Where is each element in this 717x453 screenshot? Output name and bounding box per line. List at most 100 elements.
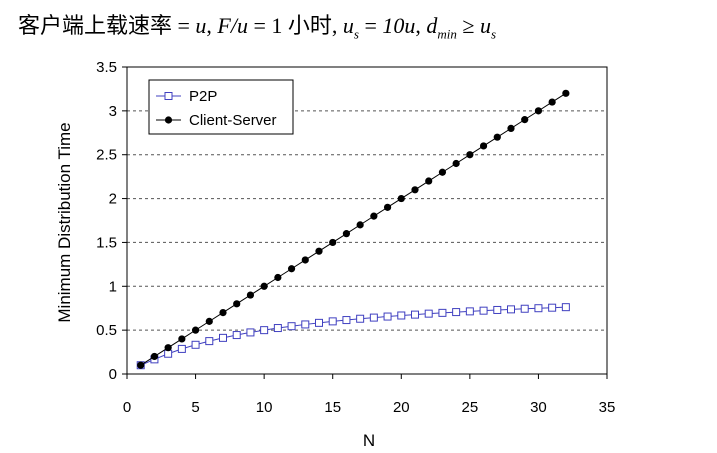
p2p-point bbox=[177, 344, 186, 353]
client-server-point bbox=[287, 265, 296, 273]
y-tick-label: 1.5 bbox=[96, 234, 117, 251]
heading-sep2: , bbox=[415, 13, 427, 38]
client-server-point bbox=[562, 89, 570, 97]
x-tick-label: 0 bbox=[123, 399, 131, 416]
p2p-point bbox=[534, 304, 543, 313]
x-tick-label: 5 bbox=[191, 399, 199, 416]
heading-sep1: , bbox=[206, 13, 218, 38]
client-server-point bbox=[164, 344, 172, 352]
p2p-point bbox=[356, 314, 365, 323]
p2p-point bbox=[315, 318, 323, 327]
p2p-point bbox=[191, 340, 200, 349]
client-server-point bbox=[233, 300, 241, 308]
x-tick-label: 25 bbox=[462, 399, 479, 416]
client-server-point bbox=[219, 309, 227, 317]
heading-us-val: 10u bbox=[382, 13, 416, 38]
client-server-point bbox=[178, 335, 186, 343]
legend-label: Client-Server bbox=[189, 112, 277, 129]
y-tick-label: 1 bbox=[109, 278, 117, 295]
heading-us: u bbox=[342, 13, 354, 38]
heading-u3: u bbox=[479, 13, 491, 38]
series-line bbox=[140, 306, 566, 366]
client-server-point bbox=[425, 177, 433, 185]
client-server-point bbox=[466, 151, 474, 159]
legend-box bbox=[148, 79, 294, 135]
heading-us-sub: s bbox=[353, 26, 359, 42]
p2p-point bbox=[273, 324, 282, 333]
client-server-point bbox=[329, 238, 337, 247]
client-server-point bbox=[397, 194, 405, 203]
chart-heading: 客户端上载速率 = u, F/u = 1 小时, us = 10u, dmin … bbox=[18, 8, 708, 42]
y-axis-title: Minimum Distribution Time bbox=[55, 122, 74, 322]
heading-u3-sub: s bbox=[490, 26, 497, 42]
x-tick-label: 35 bbox=[599, 399, 616, 416]
heading-us-eq: = bbox=[358, 13, 383, 38]
y-tick-label: 0 bbox=[109, 366, 117, 383]
p2p-point bbox=[369, 313, 378, 322]
x-axis-title: N bbox=[363, 431, 375, 450]
p2p-point bbox=[301, 320, 310, 329]
x-tick-label: 15 bbox=[324, 399, 341, 416]
client-server-point bbox=[205, 317, 213, 325]
client-server-point bbox=[507, 124, 515, 132]
p2p-point bbox=[465, 307, 474, 316]
client-server-point bbox=[315, 247, 323, 255]
y-tick-label: 2 bbox=[109, 191, 117, 208]
p2p-point bbox=[424, 309, 433, 318]
heading-d-sub: min bbox=[437, 26, 457, 42]
p2p-point bbox=[205, 337, 214, 346]
plot-frame bbox=[126, 66, 608, 375]
y-tick-label: 2.5 bbox=[96, 147, 117, 164]
p2p-point bbox=[219, 333, 227, 342]
p2p-point bbox=[383, 312, 392, 321]
p2p-point bbox=[287, 322, 296, 331]
client-server-point bbox=[383, 203, 392, 211]
heading-fu: F/u bbox=[217, 13, 248, 38]
heading-geq: ≥ bbox=[456, 13, 480, 38]
p2p-point bbox=[411, 310, 419, 319]
client-server-point bbox=[342, 230, 351, 238]
heading-d: d bbox=[426, 13, 438, 38]
p2p-point bbox=[164, 349, 173, 358]
p2p-point bbox=[520, 304, 529, 313]
p2p-point bbox=[260, 326, 269, 335]
client-server-point bbox=[246, 291, 255, 299]
client-server-point bbox=[438, 168, 447, 176]
client-server-point bbox=[370, 212, 378, 220]
y-tick-label: 0.5 bbox=[96, 322, 117, 339]
p2p-point bbox=[342, 316, 351, 325]
client-server-point bbox=[137, 361, 145, 369]
legend-p2p-marker bbox=[164, 92, 173, 100]
p2p-point bbox=[397, 311, 406, 320]
p2p-point bbox=[452, 308, 461, 317]
client-server-point bbox=[493, 133, 501, 141]
client-server-point bbox=[452, 159, 460, 168]
p2p-point bbox=[507, 305, 515, 314]
p2p-point bbox=[328, 317, 337, 326]
p2p-point bbox=[232, 331, 241, 340]
p2p-point bbox=[246, 328, 255, 337]
p2p-point bbox=[548, 303, 557, 312]
legend-client-server-marker bbox=[164, 116, 173, 124]
client-server-point bbox=[521, 116, 529, 124]
heading-prefix: 客户端上载速率 = bbox=[18, 13, 196, 38]
x-tick-label: 10 bbox=[256, 399, 273, 416]
x-tick-label: 30 bbox=[530, 399, 547, 416]
y-tick-label: 3 bbox=[109, 103, 117, 120]
p2p-point bbox=[561, 303, 570, 312]
legend-label: P2P bbox=[189, 88, 217, 105]
client-server-point bbox=[548, 98, 556, 106]
client-server-point bbox=[411, 186, 419, 194]
p2p-point bbox=[438, 308, 447, 317]
heading-eq1: = 1 小时, bbox=[247, 13, 343, 38]
client-server-point bbox=[301, 256, 309, 264]
client-server-point bbox=[150, 352, 159, 361]
x-tick-label: 20 bbox=[393, 399, 410, 416]
y-tick-label: 3.5 bbox=[96, 59, 117, 76]
client-server-point bbox=[260, 282, 268, 290]
client-server-point bbox=[356, 221, 364, 229]
p2p-point bbox=[479, 306, 488, 315]
client-server-point bbox=[534, 107, 543, 115]
p2p-point bbox=[493, 305, 502, 314]
